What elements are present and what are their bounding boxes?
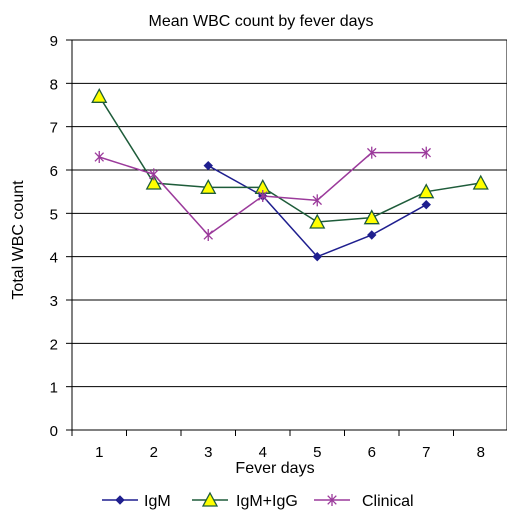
data-point-igm-igg (145, 174, 162, 190)
legend-marker-clinical (327, 494, 337, 506)
data-point-clinical (257, 190, 268, 202)
series-clinical (94, 146, 432, 241)
x-tick-label: 8 (477, 444, 485, 461)
y-tick-label: 4 (50, 250, 58, 267)
series-igm (203, 160, 431, 262)
y-tick-label: 1 (50, 380, 58, 397)
legend-label-clinical: Clinical (362, 493, 414, 510)
legend: IgM IgM+IgG Clinical (102, 491, 414, 510)
data-point-igm-igg (309, 213, 326, 229)
y-tick-label: 3 (50, 293, 58, 310)
chart-title: Mean WBC count by fever days (149, 13, 374, 30)
y-tick-label: 5 (50, 206, 58, 223)
x-tick-label: 7 (422, 444, 430, 461)
data-point-clinical (312, 194, 323, 207)
x-axis-ticks: 1 2 3 4 5 6 7 8 (71, 430, 485, 461)
legend-label-igm-igg: IgM+IgG (236, 493, 298, 510)
data-point-clinical (94, 151, 105, 163)
data-point-igm (421, 199, 431, 210)
legend-item-clinical: Clinical (314, 493, 414, 510)
y-tick-label: 7 (50, 120, 58, 137)
y-tick-label: 0 (50, 423, 58, 440)
x-tick-label: 2 (150, 444, 158, 461)
x-axis-title: Fever days (235, 460, 314, 477)
x-tick-label: 1 (95, 444, 103, 461)
legend-item-igm: IgM (102, 493, 171, 510)
data-point-igm (203, 160, 213, 171)
y-tick-label: 8 (50, 76, 58, 93)
y-tick-label: 2 (50, 336, 58, 353)
data-point-igm-igg (91, 87, 108, 103)
data-point-igm-igg (472, 174, 489, 190)
x-tick-label: 5 (313, 444, 321, 461)
x-tick-label: 6 (368, 444, 376, 461)
series-layer (91, 87, 489, 262)
legend-label-igm: IgM (144, 493, 171, 510)
data-point-igm-igg (200, 178, 217, 194)
legend-item-igm-igg: IgM+IgG (192, 491, 298, 510)
data-point-igm-igg (418, 183, 435, 199)
y-axis-title: Total WBC count (10, 180, 27, 300)
legend-marker-igm (115, 495, 125, 505)
legend-marker-igm-igg (201, 491, 219, 507)
x-tick-label: 4 (259, 444, 267, 461)
data-point-clinical (366, 146, 377, 159)
series-igm-igg (91, 87, 489, 229)
x-tick-label: 3 (204, 444, 212, 461)
data-point-igm (367, 230, 377, 240)
data-point-clinical (148, 168, 159, 181)
data-point-clinical (421, 146, 432, 159)
data-point-igm (312, 251, 322, 262)
data-point-igm-igg (363, 209, 380, 225)
y-axis-ticks: 0 1 2 3 4 5 6 7 8 9 (50, 33, 72, 440)
grid-lines (72, 39, 507, 388)
y-tick-label: 6 (50, 163, 58, 180)
data-point-clinical (203, 229, 214, 241)
y-tick-label: 9 (50, 33, 58, 50)
